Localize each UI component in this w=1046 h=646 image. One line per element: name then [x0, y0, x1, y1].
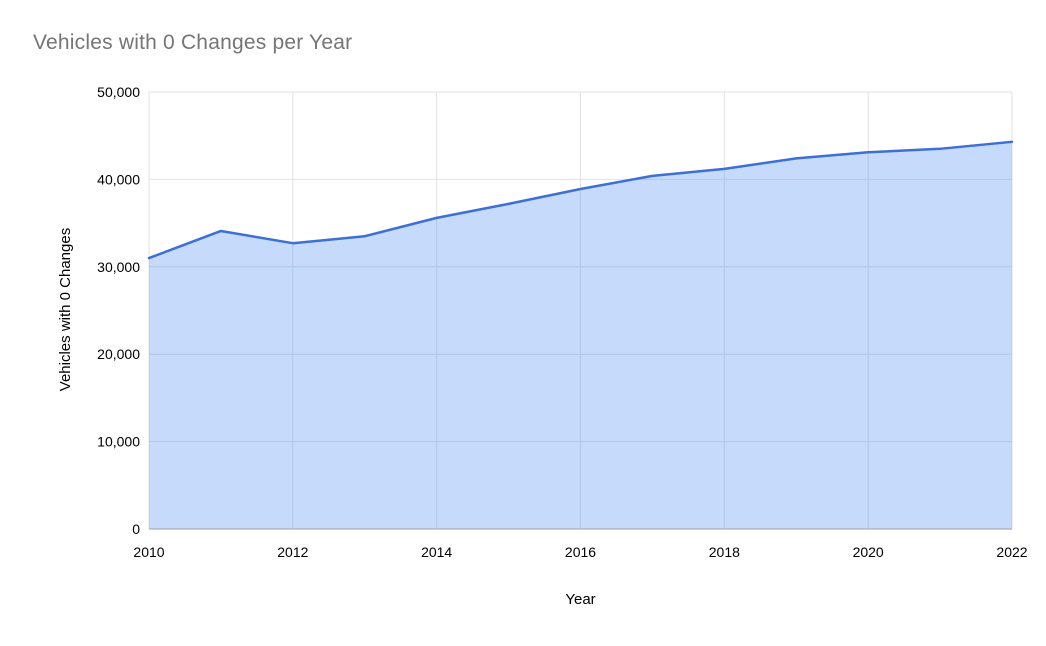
series-area-fill: [149, 141, 1012, 529]
y-tick-label: 30,000: [97, 259, 140, 275]
y-tick-label: 50,000: [97, 84, 140, 100]
x-tick-label: 2014: [421, 544, 452, 560]
y-tick-label: 40,000: [97, 171, 140, 187]
x-tick-label: 2016: [565, 544, 596, 560]
x-tick-label: 2018: [709, 544, 740, 560]
x-axis-title: Year: [565, 591, 596, 608]
x-tick-label: 2020: [853, 544, 884, 560]
x-tick-label: 2010: [133, 544, 164, 560]
x-tick-label: 2012: [277, 544, 308, 560]
y-tick-label: 20,000: [97, 346, 140, 362]
chart-title: Vehicles with 0 Changes per Year: [33, 31, 353, 54]
y-axis-title: Vehicles with 0 Changes: [57, 227, 74, 392]
x-tick-label: 2022: [996, 544, 1027, 560]
y-tick-label: 10,000: [97, 434, 140, 450]
series-line: [147, 140, 1014, 260]
y-tick-label: 0: [132, 521, 140, 537]
